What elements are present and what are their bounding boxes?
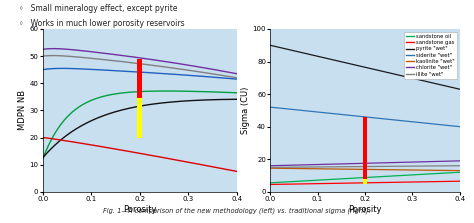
Y-axis label: Sigma (CU): Sigma (CU): [241, 87, 250, 134]
Bar: [137, 98, 142, 138]
Legend: sandstone oil, sandstone gas, pyrite "wet", siderite "wet", kaolinite "wet", chl: sandstone oil, sandstone gas, pyrite "we…: [404, 32, 457, 79]
Y-axis label: MDPN NB: MDPN NB: [18, 90, 27, 130]
Text: Fig. 1—A comparison of the new methodology (left) vs. traditional sigma (right).: Fig. 1—A comparison of the new methodolo…: [103, 207, 371, 214]
Bar: [363, 117, 367, 179]
Text: ◦   Small mineralogy effect, except pyrite: ◦ Small mineralogy effect, except pyrite: [19, 4, 177, 13]
Text: ◦   Works in much lower porosity reservoirs: ◦ Works in much lower porosity reservoir…: [19, 19, 184, 28]
X-axis label: Porosity: Porosity: [123, 205, 156, 214]
Bar: [137, 59, 142, 98]
X-axis label: Porosity: Porosity: [348, 205, 382, 214]
Bar: [363, 179, 367, 184]
